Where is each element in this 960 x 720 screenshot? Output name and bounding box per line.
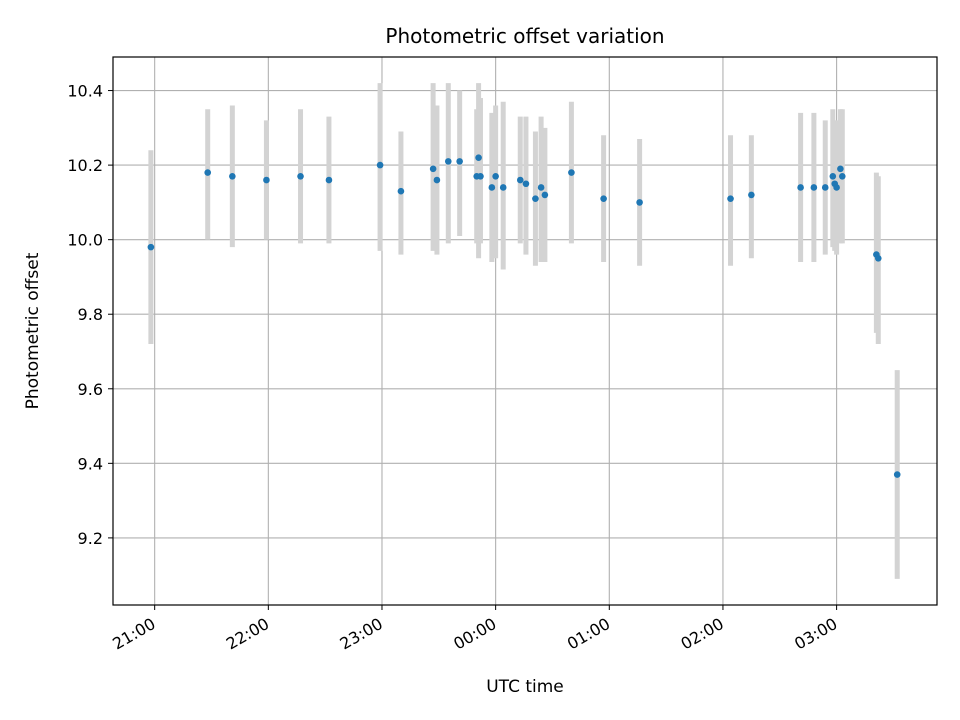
data-point <box>537 184 545 191</box>
data-point <box>499 184 507 191</box>
x-tick-label: 01:00 <box>564 614 613 654</box>
data-point <box>429 165 437 173</box>
data-point <box>433 176 441 184</box>
data-point <box>532 195 539 202</box>
data-point <box>522 180 530 188</box>
data-point <box>874 255 882 262</box>
error-bars <box>148 83 900 579</box>
data-point <box>147 243 155 251</box>
x-axis-ticks: 21:00 22:00 23:00 00:00 01:00 02:00 03:00 <box>109 605 841 654</box>
data-point <box>456 158 463 165</box>
y-tick-label: 9.8 <box>78 305 103 324</box>
data-point <box>600 195 607 202</box>
y-tick-label: 9.6 <box>78 380 103 399</box>
x-tick-label: 21:00 <box>109 614 158 654</box>
data-point <box>444 158 452 165</box>
x-axis-label: UTC time <box>486 677 564 697</box>
y-tick-label: 10.0 <box>67 231 103 250</box>
data-point <box>516 176 524 184</box>
data-point <box>748 191 755 199</box>
data-point <box>397 187 405 195</box>
data-point <box>541 191 549 199</box>
data-point <box>325 176 333 184</box>
x-tick-label: 00:00 <box>450 614 499 654</box>
data-point <box>263 176 270 184</box>
data-point <box>229 172 236 180</box>
data-point <box>297 172 304 180</box>
data-point <box>821 184 829 191</box>
data-point <box>488 184 496 191</box>
data-point <box>477 172 484 180</box>
data-point <box>636 199 643 206</box>
y-tick-label: 9.2 <box>78 529 103 548</box>
y-axis-ticks: 9.2 9.4 9.6 9.8 10.0 10.2 10.4 <box>67 82 113 548</box>
x-tick-label: 02:00 <box>678 614 727 654</box>
data-point <box>568 169 575 176</box>
data-point <box>475 154 482 161</box>
data-point <box>727 195 734 202</box>
x-tick-label: 22:00 <box>223 614 272 654</box>
data-point <box>810 184 818 191</box>
data-point <box>492 172 499 180</box>
data-point <box>893 471 901 478</box>
y-axis-label: Photometric offset <box>23 252 43 409</box>
data-point <box>204 169 212 176</box>
y-tick-label: 9.4 <box>78 454 103 473</box>
y-tick-label: 10.4 <box>67 82 103 101</box>
data-point <box>838 172 846 180</box>
data-point <box>797 184 804 191</box>
plot-frame <box>112 56 938 606</box>
data-point <box>376 161 384 169</box>
chart-title: Photometric offset variation <box>385 24 664 48</box>
data-point <box>829 172 837 180</box>
data-point <box>833 184 840 191</box>
x-tick-label: 03:00 <box>791 614 840 654</box>
y-tick-label: 10.2 <box>67 156 103 175</box>
x-tick-label: 23:00 <box>337 614 386 654</box>
data-points <box>147 154 901 478</box>
data-point <box>837 165 844 173</box>
